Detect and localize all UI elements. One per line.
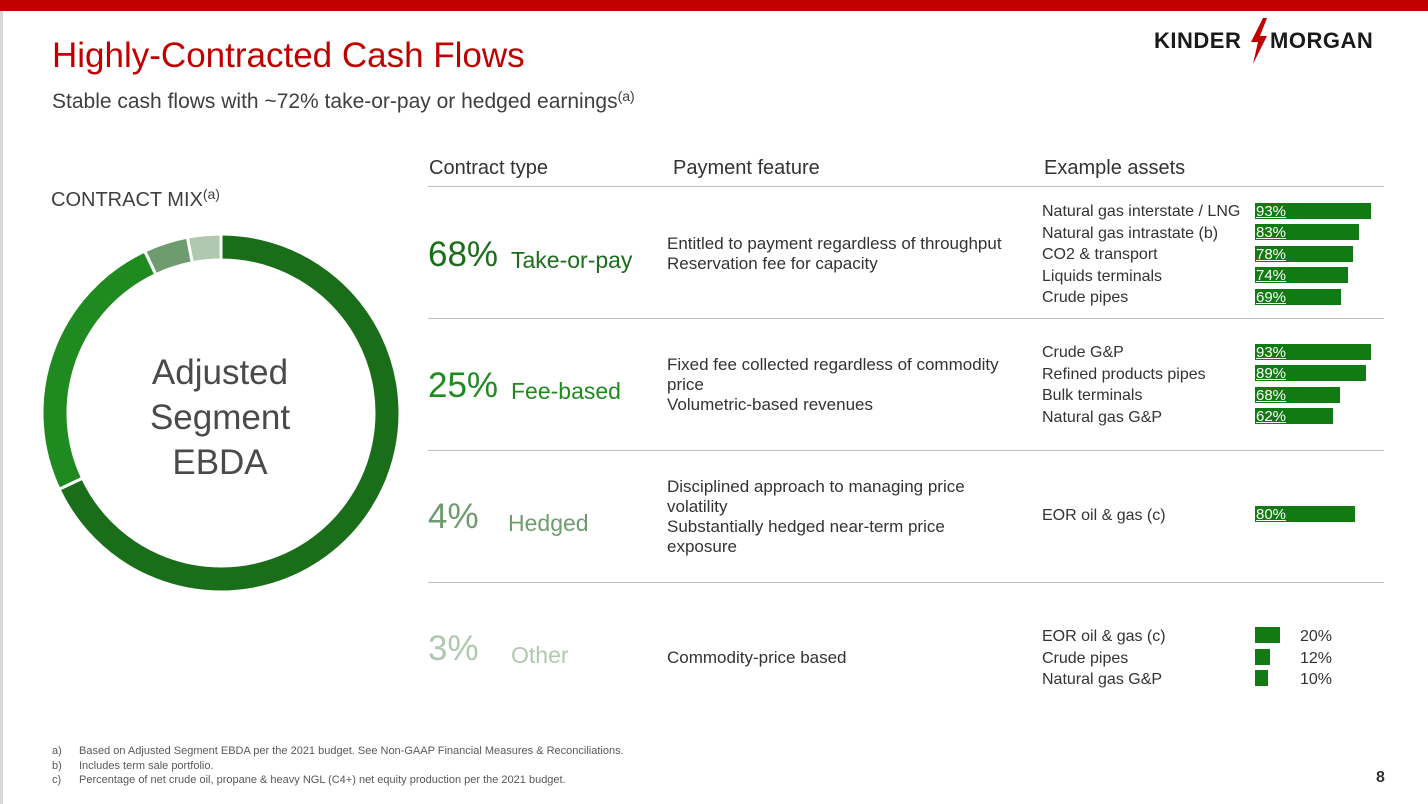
asset-name: Natural gas intrastate (b) bbox=[1042, 225, 1219, 242]
asset-name: Crude G&P bbox=[1042, 344, 1124, 361]
hedged-percent: 4% bbox=[428, 497, 479, 536]
donut-center-line: Adjusted bbox=[151, 353, 289, 392]
asset-bar bbox=[1255, 344, 1371, 360]
subtitle-text: Stable cash flows with ~72% take-or-pay … bbox=[52, 90, 618, 113]
asset-bar bbox=[1255, 203, 1371, 219]
asset-name: Crude pipes bbox=[1042, 289, 1129, 306]
top-accent-bar bbox=[0, 0, 1428, 11]
asset-name: EOR oil & gas (c) bbox=[1042, 507, 1166, 524]
fee-based-features: Fixed fee collected regardless of commod… bbox=[667, 355, 999, 415]
asset-bar-label: 74% bbox=[1256, 267, 1287, 284]
asset-bar bbox=[1255, 649, 1270, 665]
asset-bar-label: 80% bbox=[1256, 506, 1287, 523]
asset-bar-label: 78% bbox=[1256, 246, 1287, 263]
other-label: Other bbox=[511, 642, 569, 668]
subtitle-footnote-ref: (a) bbox=[617, 88, 635, 104]
donut-slice-take-or-pay bbox=[57, 232, 402, 594]
table-divider bbox=[428, 186, 1384, 187]
asset-name: Natural gas G&P bbox=[1042, 671, 1163, 688]
asset-bar-label: 68% bbox=[1256, 387, 1287, 404]
left-edge-border bbox=[0, 11, 3, 804]
feature-line: Reservation fee for capacity bbox=[667, 254, 878, 273]
footnote-key: c) bbox=[52, 774, 62, 786]
asset-bar bbox=[1255, 267, 1348, 283]
table-divider bbox=[428, 582, 1384, 583]
asset-bar bbox=[1255, 289, 1341, 305]
fee-based-percent: 25% bbox=[428, 366, 499, 405]
footnote-text: Based on Adjusted Segment EBDA per the 2… bbox=[79, 745, 624, 757]
contract-mix-label: CONTRACT MIX(a) bbox=[51, 186, 220, 212]
take-or-pay-percent: 68% bbox=[428, 235, 499, 274]
asset-bar bbox=[1255, 365, 1366, 381]
page-number: 8 bbox=[1376, 769, 1385, 786]
asset-bar bbox=[1255, 670, 1268, 686]
column-header-example-assets: Example assets bbox=[1044, 157, 1186, 179]
column-header-contract-type: Contract type bbox=[429, 157, 548, 179]
footnote-key: b) bbox=[52, 760, 62, 772]
asset-bar-label: 10% bbox=[1300, 671, 1333, 688]
other-features: Commodity-price based bbox=[667, 648, 847, 668]
asset-name: CO2 & transport bbox=[1042, 246, 1158, 263]
asset-bar-label: 89% bbox=[1256, 365, 1287, 382]
kinder-morgan-logo: KINDER MORGAN bbox=[1154, 18, 1389, 68]
take-or-pay-features: Entitled to payment regardless of throug… bbox=[667, 234, 1002, 274]
feature-line: Substantially hedged near-term price bbox=[667, 517, 945, 536]
asset-name: Natural gas interstate / LNG bbox=[1042, 203, 1241, 220]
asset-bar bbox=[1255, 224, 1359, 240]
footnote-key: a) bbox=[52, 745, 62, 757]
asset-bar bbox=[1255, 246, 1353, 262]
asset-bar-label: 20% bbox=[1300, 628, 1333, 645]
footnote-text: Includes term sale portfolio. bbox=[79, 760, 214, 772]
donut-slice-hedged bbox=[142, 235, 195, 277]
contract-mix-footnote-ref: (a) bbox=[202, 186, 220, 202]
feature-line: price bbox=[667, 375, 704, 394]
other-percent: 3% bbox=[428, 629, 479, 668]
asset-bar-label: 83% bbox=[1256, 224, 1287, 241]
donut-center-line: EBDA bbox=[172, 443, 268, 482]
contract-mix-donut-chart bbox=[40, 232, 402, 594]
asset-bar-label: 69% bbox=[1256, 289, 1287, 306]
feature-line: Commodity-price based bbox=[667, 648, 847, 667]
take-or-pay-label: Take-or-pay bbox=[511, 247, 633, 273]
feature-line: exposure bbox=[667, 537, 737, 556]
asset-bar-label: 93% bbox=[1256, 344, 1287, 361]
hedged-label: Hedged bbox=[508, 510, 589, 536]
asset-name: Liquids terminals bbox=[1042, 268, 1163, 285]
page-title: Highly-Contracted Cash Flows bbox=[52, 36, 525, 75]
contract-mix-label-text: CONTRACT MIX bbox=[51, 189, 203, 211]
asset-bar-label: 93% bbox=[1256, 203, 1287, 220]
asset-bar bbox=[1255, 387, 1340, 403]
logo-text-right: MORGAN bbox=[1270, 28, 1374, 53]
asset-bar bbox=[1255, 627, 1280, 643]
asset-bar bbox=[1255, 408, 1333, 424]
feature-line: Volumetric-based revenues bbox=[667, 395, 874, 414]
donut-center-label: Adjusted Segment EBDA bbox=[100, 350, 340, 485]
hedged-features: Disciplined approach to managing price v… bbox=[667, 477, 965, 557]
donut-slice-other bbox=[185, 232, 223, 265]
feature-line: Entitled to payment regardless of throug… bbox=[667, 234, 1002, 253]
asset-name: Natural gas G&P bbox=[1042, 409, 1163, 426]
lightning-bolt-icon bbox=[1251, 18, 1267, 64]
feature-line: Disciplined approach to managing price bbox=[667, 477, 965, 496]
page-subtitle: Stable cash flows with ~72% take-or-pay … bbox=[52, 88, 635, 114]
asset-bar bbox=[1255, 506, 1355, 522]
donut-center-line: Segment bbox=[149, 398, 291, 437]
asset-name: EOR oil & gas (c) bbox=[1042, 628, 1166, 645]
fee-based-label: Fee-based bbox=[511, 378, 621, 404]
table-divider bbox=[428, 318, 1384, 319]
table-divider bbox=[428, 450, 1384, 451]
asset-name: Bulk terminals bbox=[1042, 387, 1143, 404]
feature-line: Fixed fee collected regardless of commod… bbox=[667, 355, 999, 374]
logo-text-left: KINDER bbox=[1154, 28, 1242, 53]
feature-line: volatility bbox=[667, 497, 728, 516]
asset-name: Crude pipes bbox=[1042, 650, 1129, 667]
column-header-payment-feature: Payment feature bbox=[673, 157, 820, 179]
asset-name: Refined products pipes bbox=[1042, 366, 1206, 383]
asset-bar-label: 62% bbox=[1256, 408, 1287, 425]
asset-bar-label: 12% bbox=[1300, 650, 1333, 667]
footnote-text: Percentage of net crude oil, propane & h… bbox=[79, 774, 566, 786]
